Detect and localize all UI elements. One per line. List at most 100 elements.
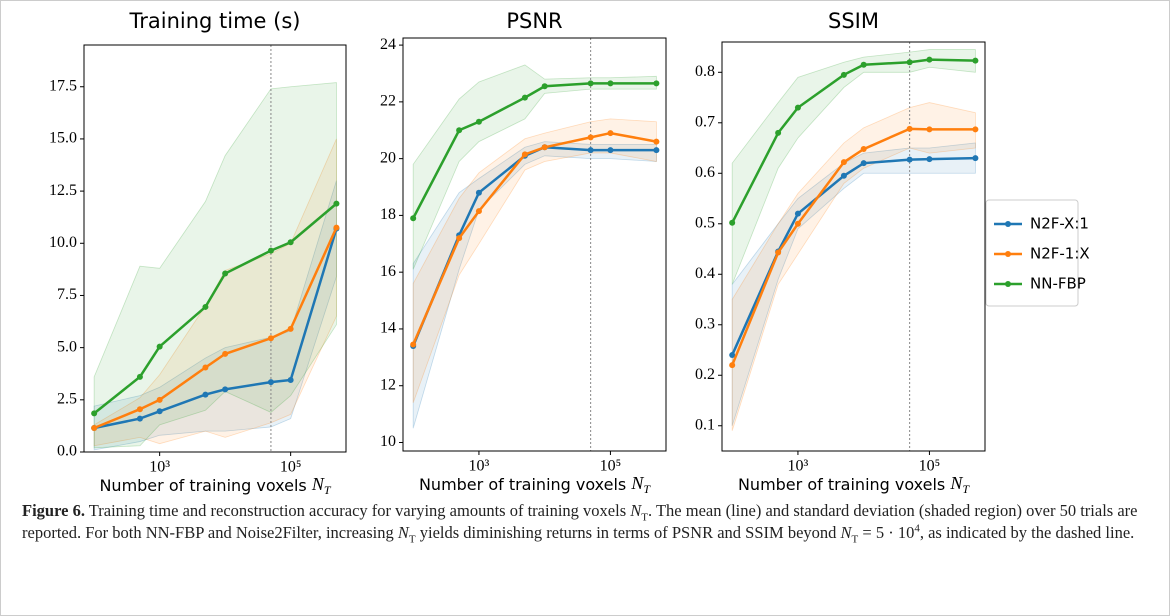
data-point [456,235,463,242]
chart-title: SSIM [828,9,879,33]
data-point [926,126,933,133]
data-point [475,118,482,125]
legend-label: N2F-X:1 [1030,215,1089,233]
data-point [333,224,340,231]
data-point [202,391,209,398]
data-point [541,83,548,90]
legend-label: NN-FBP [1030,275,1086,293]
caption-part: . The mean (line) and standard deviation… [22,501,1138,542]
x-tick-label: 10⁵ [280,459,302,476]
data-point [794,210,801,217]
data-point [410,215,417,222]
plot-frame [721,41,986,452]
data-point [521,151,528,158]
y-tick-label: 0.6 [695,164,715,181]
y-tick-label: 10.0 [49,234,77,251]
data-point [972,126,979,133]
data-point [729,362,736,369]
caption-part: Figure 6. [22,501,85,520]
caption-part: N [630,501,642,520]
x-tick-label: 10³ [149,459,170,476]
y-tick-label: 0.7 [695,113,715,130]
data-point [587,134,594,141]
data-point [521,94,528,101]
data-point [222,386,229,393]
data-point [607,130,614,137]
x-axis-label-part: T [643,482,651,496]
plot-frame [83,44,347,453]
series-line [93,227,338,430]
data-point [287,376,294,383]
caption-part: N [840,523,852,542]
legend-marker [1005,221,1011,227]
data-point [136,406,143,413]
y-tick-label: 2.5 [57,390,77,407]
x-axis-label: Number of training voxels NT [738,473,970,496]
data-point [202,303,209,310]
data-point [267,379,274,386]
std-band [412,64,657,270]
data-point [202,364,209,371]
x-axis-label: Number of training voxels NT [99,474,331,497]
data-point [653,80,660,87]
y-tick-label: 0.1 [695,416,715,433]
data-point [333,200,340,207]
caption-part: 4 [914,522,920,535]
x-tick-label: 10³ [788,458,809,475]
data-point [653,147,660,154]
plot-area [729,42,979,451]
data-point [91,410,98,417]
data-point [156,408,163,415]
y-tick-label: 17.5 [49,77,77,94]
caption-part: N [397,523,409,542]
data-point [840,71,847,78]
x-tick-label: 10³ [469,458,490,475]
data-point [587,147,594,154]
chart-title: Training time (s) [129,9,301,33]
data-point [587,80,594,87]
x-axis-label-part: Number of training voxels [99,476,311,495]
y-tick-label: 10 [380,433,396,450]
y-tick-label: 18 [380,206,396,223]
data-point [860,61,867,68]
y-tick-label: 0.8 [695,63,715,80]
caption: Figure 6. Training time and reconstructi… [22,500,1142,546]
y-tick-label: 0.3 [695,315,715,332]
x-axis-label-part: N [949,473,963,493]
caption-part: = 5 · 10 [858,523,915,542]
data-point [794,220,801,227]
std-band [731,49,976,285]
y-tick-label: 5.0 [57,338,77,355]
data-point [906,156,913,163]
data-point [860,146,867,153]
data-point [136,415,143,422]
data-point [287,239,294,246]
x-tick-label: 10⁵ [600,458,622,475]
data-point [972,57,979,64]
series-line [93,228,338,430]
series-line [731,58,976,224]
data-point [926,56,933,63]
y-tick-label: 20 [380,149,396,166]
data-point [653,138,660,145]
series-line [412,82,657,219]
data-point [860,160,867,167]
y-tick-label: 15.0 [49,130,77,147]
data-point [794,104,801,111]
y-tick-label: 12.5 [49,182,77,199]
y-tick-label: 16 [380,263,396,280]
legend-label: N2F-1:X [1030,245,1090,263]
std-band [93,82,337,449]
data-point [541,144,548,151]
data-point [475,208,482,215]
plot-area [410,38,660,451]
y-tick-label: 0.2 [695,366,715,383]
data-point [729,219,736,226]
caption-part: T [851,533,859,546]
y-tick-label: 0.5 [695,214,715,231]
data-point [607,147,614,154]
data-point [456,127,463,134]
x-tick-label: 10⁵ [919,458,941,475]
